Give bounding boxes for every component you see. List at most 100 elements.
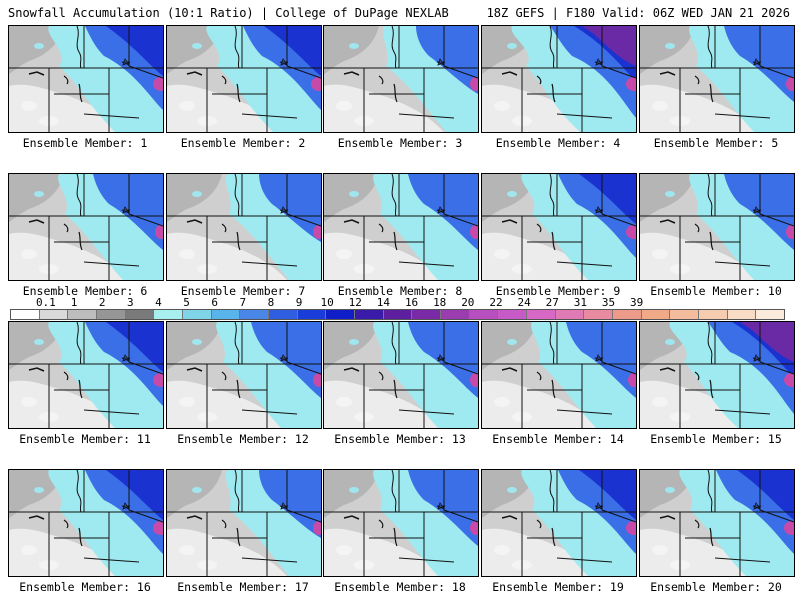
ensemble-member-label: Ensemble Member: 5: [653, 136, 779, 150]
colorbar-swatch: [269, 310, 298, 319]
colorbar-swatch: [97, 310, 126, 319]
snowfall-map: [167, 470, 321, 576]
colorbar-label: 2: [98, 296, 106, 309]
colorbar-swatch: [355, 310, 384, 319]
colorbar-swatch: [183, 310, 212, 319]
colorbar-swatch: [326, 310, 356, 319]
ensemble-member-label: Ensemble Member: 2: [180, 136, 306, 150]
ensemble-member-label: Ensemble Member: 20: [650, 580, 782, 594]
colorbar-label: 35: [601, 296, 616, 309]
colorbar-label: 39: [629, 296, 644, 309]
colorbar-swatch: [39, 310, 69, 319]
ensemble-map-panel: [166, 469, 322, 577]
ensemble-map-panel: [639, 25, 795, 133]
snowfall-map: [482, 470, 636, 576]
colorbar-labels: 0.1 1 2 3 4 5 6 7 8 9 10 12 14 16 18 20 22 24 27 31 35 39: [10, 296, 785, 309]
colorbar-swatch: [412, 310, 442, 319]
snowfall-map: [167, 174, 321, 280]
colorbar-label: 3: [126, 296, 134, 309]
colorbar-swatch: [641, 310, 671, 319]
colorbar-swatch: [498, 310, 528, 319]
snowfall-map: [9, 322, 163, 428]
colorbar-label: 14: [376, 296, 391, 309]
ensemble-map-panel: [639, 173, 795, 281]
colorbar-legend: 0.1 1 2 3 4 5 6 7 8 9 10 12 14 16 18 20 22 24 27 31 35 39: [10, 296, 785, 320]
snowfall-map: [167, 26, 321, 132]
ensemble-map-panel: [481, 321, 637, 429]
snowfall-map: [482, 26, 636, 132]
ensemble-map-panel: [481, 469, 637, 577]
ensemble-member-label: Ensemble Member: 3: [337, 136, 463, 150]
colorbar-swatch: [441, 310, 470, 319]
ensemble-map-panel: [323, 321, 479, 429]
colorbar-label: 7: [239, 296, 247, 309]
ensemble-member-label: Ensemble Member: 4: [495, 136, 621, 150]
ensemble-map-panel: [323, 173, 479, 281]
colorbar-label: 12: [348, 296, 362, 309]
map-title: Snowfall Accumulation (10:1 Ratio) | Col…: [8, 6, 449, 20]
colorbar-label: 8: [267, 296, 275, 309]
colorbar-swatch: [613, 310, 642, 319]
ensemble-map-panel: [323, 469, 479, 577]
ensemble-map-panel: [8, 321, 164, 429]
ensemble-member-label: Ensemble Member: 11: [19, 432, 151, 446]
ensemble-member-label: Ensemble Member: 1: [22, 136, 148, 150]
colorbar-swatch: [240, 310, 270, 319]
colorbar-label: 22: [489, 296, 503, 309]
colorbar-label: 24: [517, 296, 531, 309]
colorbar-swatch: [756, 310, 785, 319]
ensemble-member-label: Ensemble Member: 10: [650, 284, 782, 298]
colorbar-swatch: [527, 310, 556, 319]
ensemble-member-label: Ensemble Member: 16: [19, 580, 151, 594]
ensemble-map-panel: [639, 321, 795, 429]
ensemble-map-panel: [639, 469, 795, 577]
snowfall-map: [9, 174, 163, 280]
ensemble-map-panel: [8, 173, 164, 281]
snowfall-map: [640, 470, 794, 576]
ensemble-member-label: Ensemble Member: 9: [495, 284, 621, 298]
colorbar-swatch: [727, 310, 757, 319]
ensemble-map-panel: [166, 173, 322, 281]
colorbar-swatch: [383, 310, 413, 319]
colorbar-swatch: [555, 310, 585, 319]
colorbar-swatches: [10, 309, 785, 320]
snowfall-map: [9, 26, 163, 132]
ensemble-member-label: Ensemble Member: 17: [177, 580, 309, 594]
snowfall-map: [324, 174, 478, 280]
snowfall-map: [9, 470, 163, 576]
snowfall-map: [482, 174, 636, 280]
ensemble-member-label: Ensemble Member: 19: [492, 580, 624, 594]
colorbar-label: 0.1: [35, 296, 56, 309]
colorbar-label: 20: [461, 296, 475, 309]
ensemble-member-label: Ensemble Member: 6: [22, 284, 148, 298]
colorbar-swatch: [125, 310, 155, 319]
snowfall-map: [482, 322, 636, 428]
snowfall-map: [640, 174, 794, 280]
snowfall-map: [324, 26, 478, 132]
model-run-info: 18Z GEFS | F180 Valid: 06Z WED JAN 21 20…: [486, 6, 790, 20]
ensemble-map-panel: [481, 173, 637, 281]
ensemble-map-panel: [166, 321, 322, 429]
ensemble-map-panel: [323, 25, 479, 133]
colorbar-swatch: [699, 310, 728, 319]
snowfall-map: [640, 322, 794, 428]
ensemble-member-label: Ensemble Member: 18: [334, 580, 466, 594]
colorbar-swatch: [670, 310, 700, 319]
colorbar-label: 6: [211, 296, 218, 309]
snowfall-map: [324, 470, 478, 576]
colorbar-swatch: [469, 310, 499, 319]
ensemble-map-panel: [481, 25, 637, 133]
snowfall-map: [167, 322, 321, 428]
colorbar-swatch: [297, 310, 327, 319]
colorbar-swatch: [584, 310, 614, 319]
colorbar-swatch: [154, 310, 184, 319]
ensemble-map-panel: [8, 469, 164, 577]
ensemble-map-panel: [8, 25, 164, 133]
ensemble-map-panel: [166, 25, 322, 133]
colorbar-label: 5: [183, 296, 190, 309]
colorbar-label: 16: [404, 296, 419, 309]
colorbar-label: 27: [545, 296, 559, 309]
colorbar-label: 18: [433, 296, 447, 309]
ensemble-member-label: Ensemble Member: 12: [177, 432, 309, 446]
colorbar-label: 10: [320, 296, 334, 309]
